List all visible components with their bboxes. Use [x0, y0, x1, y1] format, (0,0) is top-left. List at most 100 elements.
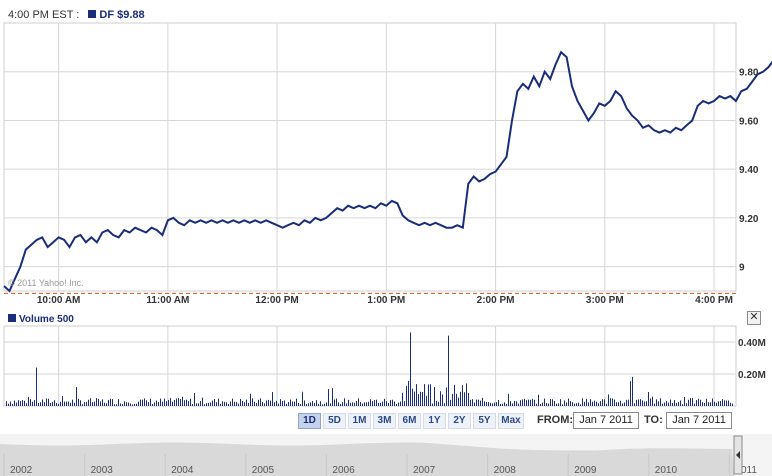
volume-bar — [536, 403, 537, 406]
volume-bar — [34, 400, 35, 406]
volume-bar — [206, 403, 207, 406]
volume-bar — [28, 396, 29, 406]
volume-bar — [222, 401, 223, 406]
volume-bar — [396, 403, 397, 406]
volume-bar — [132, 404, 133, 406]
volume-bar — [326, 402, 327, 406]
volume-bar — [364, 402, 365, 406]
range-button-5y[interactable]: 5Y — [473, 413, 496, 429]
volume-bar — [218, 398, 219, 406]
volume-bar — [328, 388, 329, 406]
volume-bar — [720, 401, 721, 406]
volume-bar — [254, 401, 255, 406]
volume-bar — [610, 398, 611, 406]
volume-bar — [142, 399, 143, 406]
volume-bar — [454, 384, 455, 406]
volume-bar — [256, 403, 257, 406]
volume-bar — [50, 402, 51, 406]
volume-bar — [148, 402, 149, 406]
volume-bar — [366, 402, 367, 406]
volume-bar — [414, 391, 415, 406]
volume-bar — [686, 403, 687, 406]
navigator-year-label: 2010 — [655, 465, 678, 476]
volume-bar — [96, 398, 97, 406]
from-date-input[interactable]: Jan 7 2011 — [573, 412, 639, 429]
volume-bar — [250, 393, 251, 406]
volume-bar — [534, 399, 535, 406]
range-button-1m[interactable]: 1M — [348, 413, 371, 429]
volume-bar — [692, 398, 693, 406]
close-volume-button[interactable]: ✕ — [747, 311, 761, 325]
volume-bar — [24, 400, 25, 406]
volume-bar — [680, 400, 681, 406]
volume-bar — [646, 401, 647, 406]
navigator-handle-arrow-icon — [736, 451, 740, 459]
volume-bar — [220, 403, 221, 406]
price-x-axis: 10:00 AM 11:00 AM 12:00 PM 1:00 PM 2:00 PM 3:… — [37, 295, 733, 306]
volume-bar — [664, 402, 665, 406]
to-date-input[interactable]: Jan 7 2011 — [666, 412, 732, 429]
volume-bar — [368, 401, 369, 406]
price-y-tick-label: 9.20 — [739, 214, 759, 225]
volume-bar — [596, 401, 597, 406]
volume-bar — [152, 403, 153, 406]
price-chart[interactable]: 9.80 9.60 9.40 9.20 9 10:00 AM 11:00 AM 12:00 … — [0, 0, 772, 310]
volume-bar — [376, 399, 377, 406]
volume-bar — [528, 399, 529, 406]
range-button-3m[interactable]: 3M — [373, 413, 396, 429]
volume-bar — [208, 402, 209, 406]
volume-bar — [466, 383, 467, 406]
volume-bar — [412, 388, 413, 406]
volume-bar — [500, 403, 501, 406]
range-button-1y[interactable]: 1Y — [423, 413, 446, 429]
timeline-navigator[interactable]: 2002 2003 2004 2005 2006 2007 2008 2009 2010 2011 — [0, 434, 772, 476]
range-button-1d[interactable]: 1D — [298, 413, 321, 429]
range-button-5d[interactable]: 5D — [323, 413, 346, 429]
volume-bar — [662, 403, 663, 406]
volume-bar — [592, 401, 593, 406]
volume-plot-area — [3, 325, 737, 407]
volume-bar — [236, 401, 237, 406]
volume-bar — [606, 403, 607, 406]
volume-bar — [386, 401, 387, 406]
volume-bar — [400, 401, 401, 406]
volume-bar — [64, 401, 65, 406]
price-x-tick-label: 1:00 PM — [367, 295, 405, 306]
volume-bar — [288, 401, 289, 406]
volume-bar — [550, 398, 551, 406]
volume-bar — [542, 402, 543, 406]
volume-bar — [62, 396, 63, 406]
volume-bar — [674, 400, 675, 406]
volume-bar — [574, 403, 575, 406]
volume-bar — [712, 398, 713, 406]
volume-bar — [682, 404, 683, 406]
volume-bar — [98, 398, 99, 406]
volume-bar — [600, 401, 601, 406]
volume-bar — [556, 403, 557, 406]
volume-bar — [180, 399, 181, 406]
volume-bar — [22, 400, 23, 406]
volume-bar — [448, 335, 449, 406]
volume-bar — [552, 399, 553, 406]
volume-bar — [314, 403, 315, 406]
range-button-6m[interactable]: 6M — [398, 413, 421, 429]
volume-bar — [82, 404, 83, 406]
volume-bar — [188, 401, 189, 406]
volume-bar — [628, 399, 629, 406]
range-button-2y[interactable]: 2Y — [448, 413, 471, 429]
volume-bar — [438, 401, 439, 406]
volume-bar — [234, 401, 235, 406]
volume-bar — [278, 403, 279, 406]
volume-bar — [122, 404, 123, 406]
volume-bar — [260, 398, 261, 406]
volume-bar — [214, 399, 215, 406]
navigator-year-label: 2011 — [735, 465, 757, 476]
volume-bar — [176, 398, 177, 406]
volume-bar — [12, 403, 13, 406]
price-y-tick-label: 9.80 — [739, 68, 759, 79]
volume-bar — [112, 399, 113, 406]
volume-bar — [338, 402, 339, 406]
volume-bar — [226, 402, 227, 406]
volume-bar — [286, 403, 287, 406]
range-button-max[interactable]: Max — [498, 413, 524, 429]
